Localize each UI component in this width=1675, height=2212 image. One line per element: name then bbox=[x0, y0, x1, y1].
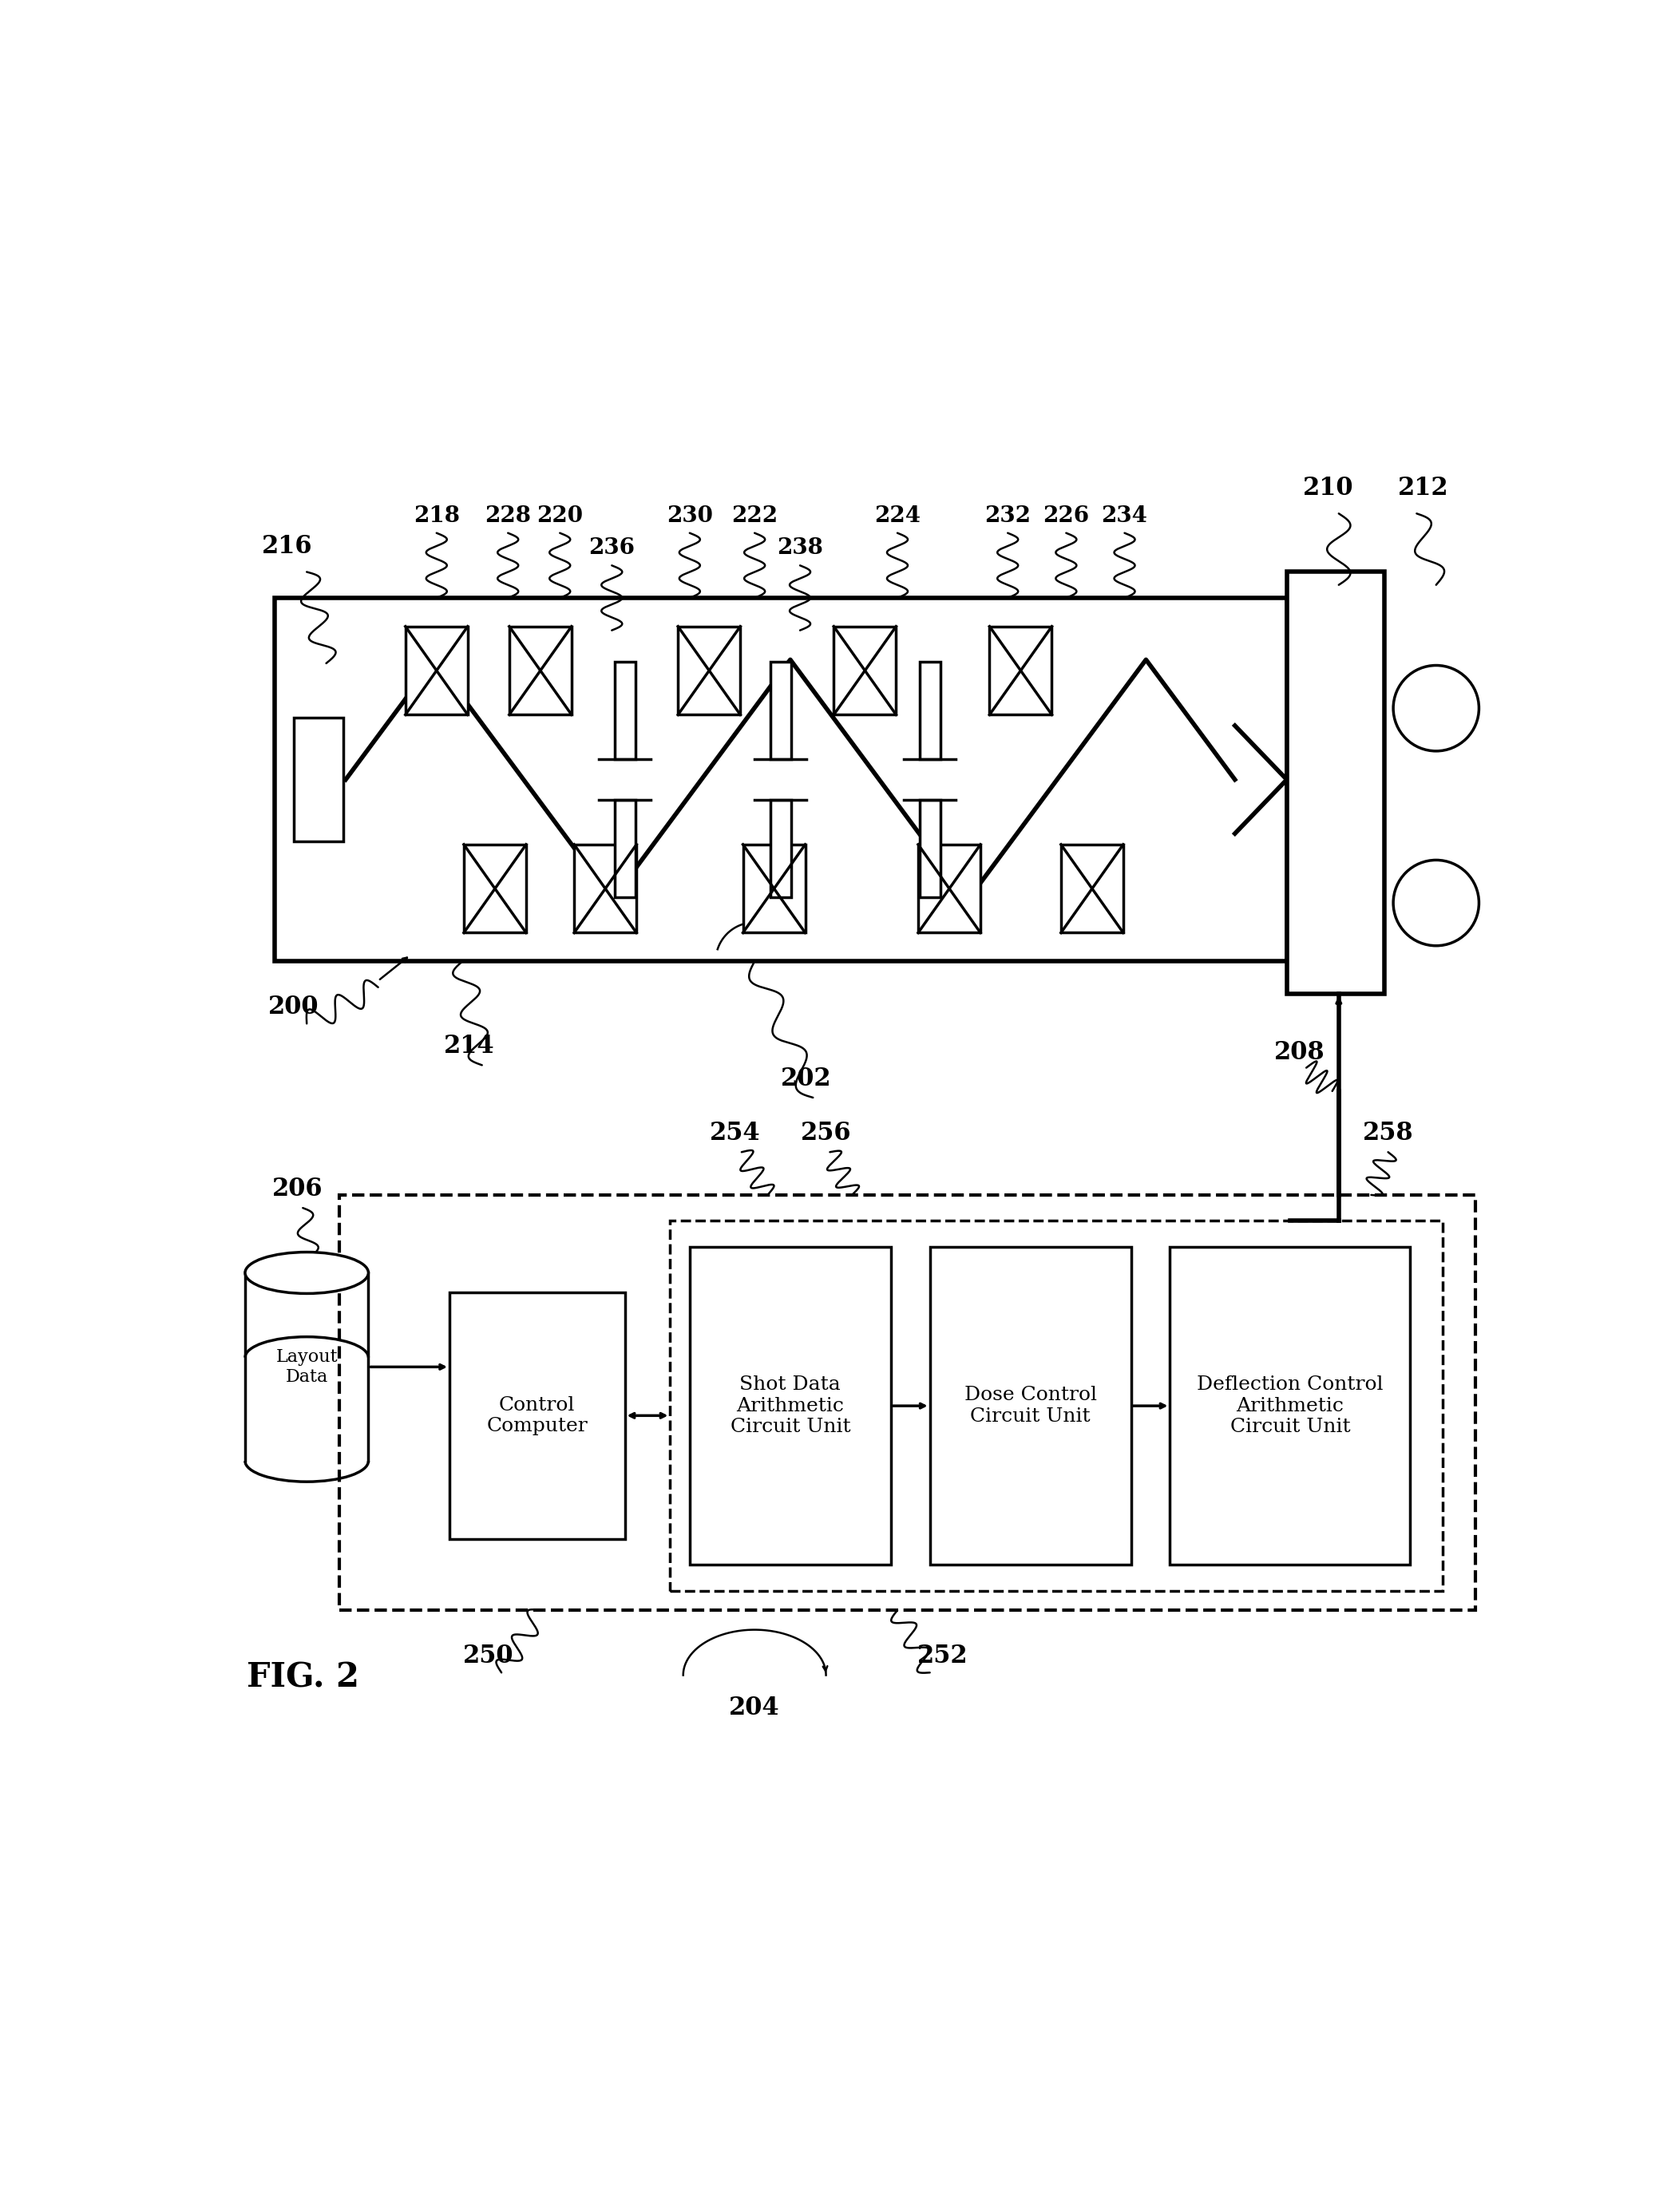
Text: 202: 202 bbox=[781, 1066, 832, 1091]
Bar bbox=[744, 845, 806, 933]
Bar bbox=[338, 1194, 1476, 1610]
Text: 238: 238 bbox=[777, 538, 822, 560]
Bar bbox=[771, 801, 791, 898]
Text: 236: 236 bbox=[588, 538, 635, 560]
Bar bbox=[678, 626, 740, 714]
Text: 214: 214 bbox=[444, 1033, 494, 1060]
Bar bbox=[1169, 1248, 1410, 1564]
Text: FIG. 2: FIG. 2 bbox=[246, 1661, 358, 1694]
Bar bbox=[771, 661, 791, 759]
Bar bbox=[509, 626, 571, 714]
Bar bbox=[405, 626, 467, 714]
Text: 234: 234 bbox=[1102, 504, 1147, 526]
Text: 230: 230 bbox=[667, 504, 714, 526]
Text: 200: 200 bbox=[268, 995, 320, 1020]
Bar bbox=[575, 845, 636, 933]
Text: 228: 228 bbox=[484, 504, 531, 526]
Text: Shot Data
Arithmetic
Circuit Unit: Shot Data Arithmetic Circuit Unit bbox=[730, 1376, 851, 1436]
Bar bbox=[930, 1248, 1131, 1564]
Bar bbox=[615, 661, 635, 759]
Text: Layout
Data: Layout Data bbox=[276, 1347, 338, 1387]
Text: 224: 224 bbox=[874, 504, 921, 526]
Text: 218: 218 bbox=[414, 504, 459, 526]
Bar bbox=[834, 626, 896, 714]
Text: 226: 226 bbox=[1044, 504, 1089, 526]
Bar bbox=[293, 719, 343, 841]
Bar bbox=[449, 1292, 625, 1540]
Text: 206: 206 bbox=[273, 1177, 323, 1201]
Text: 210: 210 bbox=[1303, 476, 1353, 500]
Text: 256: 256 bbox=[801, 1121, 851, 1146]
Bar bbox=[920, 661, 940, 759]
Text: 250: 250 bbox=[462, 1644, 514, 1668]
Text: 254: 254 bbox=[710, 1121, 760, 1146]
Text: 252: 252 bbox=[918, 1644, 968, 1668]
Bar bbox=[918, 845, 980, 933]
Text: 232: 232 bbox=[985, 504, 1030, 526]
Text: 212: 212 bbox=[1397, 476, 1449, 500]
Text: Deflection Control
Arithmetic
Circuit Unit: Deflection Control Arithmetic Circuit Un… bbox=[1198, 1376, 1384, 1436]
Ellipse shape bbox=[245, 1252, 368, 1294]
Bar bbox=[1060, 845, 1124, 933]
Text: Dose Control
Circuit Unit: Dose Control Circuit Unit bbox=[965, 1387, 1097, 1427]
Bar bbox=[275, 597, 1286, 962]
Bar bbox=[1286, 573, 1384, 993]
Circle shape bbox=[1394, 666, 1479, 752]
Bar bbox=[990, 626, 1052, 714]
Text: 208: 208 bbox=[1275, 1040, 1325, 1066]
Text: 204: 204 bbox=[729, 1697, 781, 1721]
Text: 258: 258 bbox=[1363, 1121, 1414, 1146]
Text: 220: 220 bbox=[536, 504, 583, 526]
Bar bbox=[920, 801, 940, 898]
Text: 216: 216 bbox=[261, 535, 313, 560]
Bar bbox=[670, 1221, 1442, 1590]
Bar bbox=[464, 845, 526, 933]
Text: Control
Computer: Control Computer bbox=[486, 1396, 588, 1436]
Bar bbox=[690, 1248, 891, 1564]
Text: 222: 222 bbox=[732, 504, 777, 526]
Circle shape bbox=[1394, 860, 1479, 947]
Bar bbox=[615, 801, 635, 898]
